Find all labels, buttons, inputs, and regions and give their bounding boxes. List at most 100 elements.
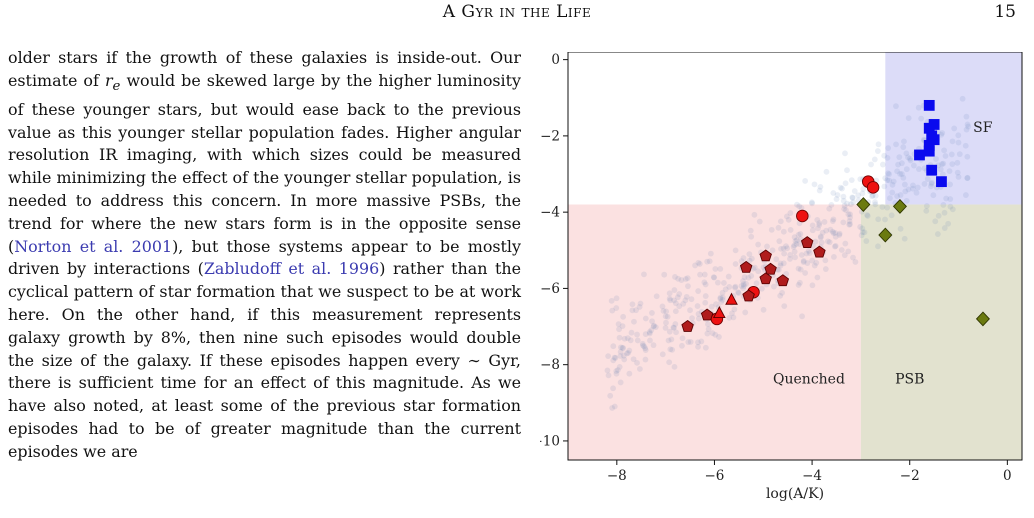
background-point — [899, 160, 905, 167]
background-point — [735, 290, 742, 296]
background-point — [706, 258, 713, 265]
background-point — [619, 323, 626, 330]
background-point — [905, 154, 911, 161]
background-point — [671, 324, 677, 331]
background-point — [885, 170, 891, 177]
background-point — [947, 196, 954, 202]
background-point — [861, 229, 868, 236]
background-point — [672, 321, 679, 327]
background-point — [840, 197, 847, 204]
background-point — [800, 257, 807, 264]
background-point — [776, 238, 783, 245]
background-point — [821, 219, 828, 225]
body-column: older stars if the growth of these galax… — [8, 47, 521, 464]
text-segment: older stars if the growth of these galax… — [8, 48, 521, 90]
background-point — [900, 144, 907, 150]
background-point — [664, 313, 671, 320]
background-point — [923, 203, 930, 209]
background-point — [687, 307, 693, 314]
background-point — [748, 273, 755, 279]
background-point — [901, 138, 907, 145]
background-point — [653, 293, 660, 300]
background-point — [652, 324, 659, 331]
background-point — [844, 200, 851, 207]
page-number: 15 — [994, 2, 1016, 22]
background-point — [903, 150, 910, 157]
background-point — [707, 250, 714, 257]
background-point — [907, 155, 913, 162]
background-point — [695, 310, 702, 317]
background-point — [894, 193, 901, 200]
background-point — [860, 186, 867, 192]
background-point — [616, 326, 622, 333]
background-point — [672, 308, 679, 315]
background-point — [684, 275, 691, 282]
background-point — [751, 211, 758, 218]
background-point — [941, 147, 947, 154]
background-point — [683, 293, 690, 300]
background-point — [841, 202, 848, 209]
background-point — [642, 356, 649, 363]
background-point — [756, 218, 763, 225]
background-point — [946, 168, 953, 175]
data-point-circle — [796, 209, 809, 223]
background-point — [616, 364, 623, 370]
background-point — [829, 228, 836, 235]
y-tick-label: −8 — [540, 357, 560, 373]
background-point — [702, 344, 709, 351]
background-point — [621, 335, 628, 342]
background-point — [778, 245, 784, 252]
background-point — [955, 132, 962, 139]
background-point — [624, 350, 630, 357]
background-point — [630, 356, 637, 363]
background-point — [663, 319, 669, 326]
data-point-diamond — [892, 198, 907, 214]
background-point — [837, 184, 844, 191]
background-point — [672, 300, 679, 307]
background-point — [649, 310, 655, 316]
data-point-square — [923, 140, 935, 151]
background-point — [604, 367, 611, 374]
background-point — [849, 195, 856, 201]
y-tick-label: −6 — [540, 281, 560, 297]
data-point-circle — [866, 181, 880, 194]
background-point — [901, 181, 908, 188]
background-point — [847, 221, 853, 228]
background-point — [900, 174, 907, 181]
running-head: A Gyr in the Life — [442, 2, 592, 22]
background-point — [831, 254, 837, 260]
background-point — [964, 121, 971, 128]
background-point — [840, 193, 847, 200]
background-point — [701, 271, 708, 278]
background-point — [613, 370, 620, 377]
background-point — [720, 280, 727, 286]
citation-link[interactable]: Zabludoff et al. 1996 — [203, 259, 380, 279]
background-point — [882, 175, 889, 182]
y-tick-label: −10 — [540, 433, 560, 449]
background-point — [779, 289, 786, 296]
region-quenched — [568, 204, 861, 460]
background-point — [809, 227, 816, 234]
background-point — [719, 294, 726, 301]
background-point — [704, 258, 711, 265]
background-point — [879, 161, 886, 168]
background-point — [641, 271, 647, 278]
background-point — [928, 179, 935, 186]
background-point — [668, 336, 675, 343]
background-point — [889, 181, 896, 188]
background-point — [702, 281, 709, 288]
background-point — [872, 201, 879, 208]
background-point — [792, 254, 798, 261]
citation-link[interactable]: Norton et al. 2001 — [14, 236, 173, 256]
background-point — [881, 183, 888, 190]
background-point — [784, 245, 791, 252]
background-point — [955, 139, 962, 146]
background-point — [777, 262, 784, 269]
background-point — [634, 337, 641, 344]
background-point — [932, 218, 939, 225]
background-point — [939, 130, 946, 136]
background-point — [629, 301, 636, 308]
background-point — [610, 343, 617, 350]
x-axis-label: log(A/K) — [766, 486, 824, 502]
background-point — [642, 347, 649, 353]
